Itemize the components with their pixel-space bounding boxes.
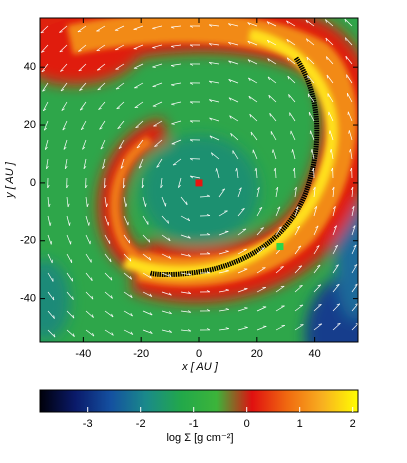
x-tick-label: 20 [251,348,263,360]
x-axis-label: x [ AU ] [181,361,219,373]
x-tick-label: -40 [75,348,91,360]
colorbar-tick-label: 1 [297,418,303,430]
y-tick-label: 20 [24,119,36,131]
x-tick-label: 0 [196,348,202,360]
y-tick-label: 0 [30,177,36,189]
density-map [5,0,407,400]
marker [196,179,203,186]
colorbar-tick-label: 2 [350,418,356,430]
x-tick-label: -20 [133,348,149,360]
colorbar-tick-label: -2 [136,418,146,430]
y-tick-label: -20 [20,235,36,247]
y-tick-label: -40 [20,293,36,305]
marker [276,243,283,250]
colorbar-label: log Σ [g cm⁻²] [166,432,233,444]
velocity-arrow-head [281,286,284,287]
colorbar-tick-label: -1 [189,418,199,430]
y-axis-label: y [ AU ] [4,161,16,199]
x-tick-label: 40 [309,348,321,360]
colorbar-tick-label: -3 [83,418,93,430]
colorbar-tick-label: 0 [244,418,250,430]
y-tick-label: 40 [24,61,36,73]
